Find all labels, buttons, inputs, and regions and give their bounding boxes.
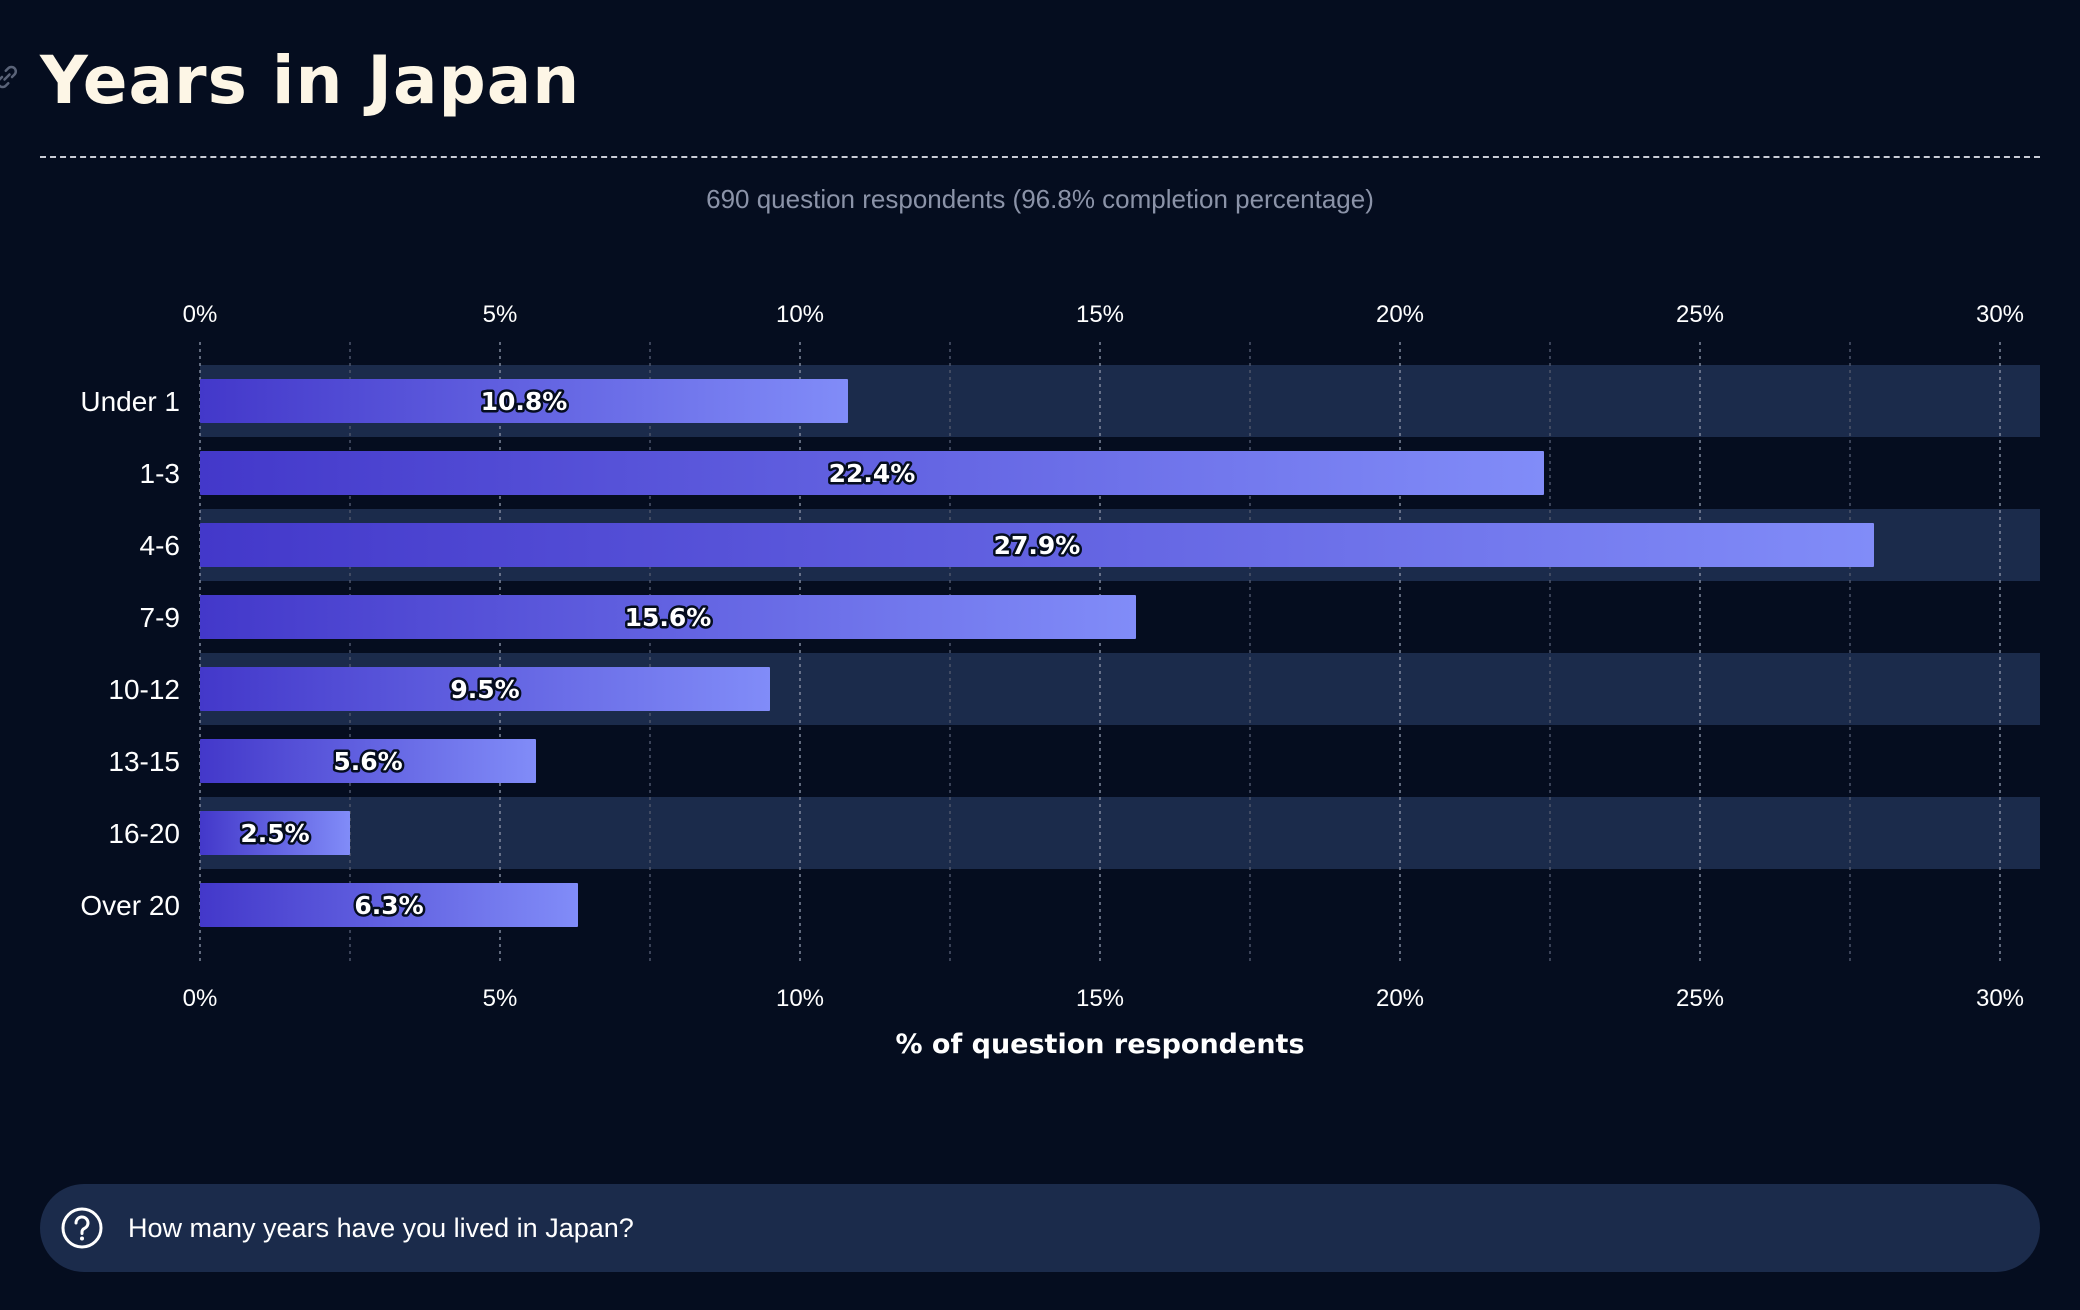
category-label: 10-12 <box>108 674 180 705</box>
value-label: 6.3% <box>354 891 423 920</box>
category-label: Over 20 <box>80 890 180 921</box>
page-title: Years in Japan <box>40 42 581 119</box>
value-label: 2.5% <box>240 819 309 848</box>
link-icon[interactable] <box>0 62 22 92</box>
x-tick-label-bottom: 20% <box>1376 985 1424 1012</box>
title-divider <box>40 156 2040 158</box>
x-tick-label-top: 25% <box>1676 301 1724 328</box>
x-tick-label-bottom: 30% <box>1976 985 2024 1012</box>
x-tick-label-bottom: 10% <box>776 985 824 1012</box>
value-label: 27.9% <box>994 531 1081 560</box>
x-tick-label-top: 5% <box>483 301 518 328</box>
category-label: 7-9 <box>140 602 180 633</box>
category-label: 16-20 <box>108 818 180 849</box>
x-tick-label-bottom: 25% <box>1676 985 1724 1012</box>
value-label: 9.5% <box>450 675 519 704</box>
value-label: 5.6% <box>333 747 402 776</box>
question-circle-icon <box>61 1207 103 1249</box>
bar-chart: 0% 0% 5% 5% 10% 10% 15% 15% 20% 20% 25% 25% 30% 30% Un… <box>80 301 2040 1060</box>
question-text: How many years have you lived in Japan? <box>128 1213 634 1243</box>
chart-subtitle: 690 question respondents (96.8% completi… <box>706 184 1374 214</box>
x-tick-label-top: 30% <box>1976 301 2024 328</box>
category-label: 13-15 <box>108 746 180 777</box>
x-tick-label-top: 20% <box>1376 301 1424 328</box>
x-tick-label-top: 15% <box>1076 301 1124 328</box>
x-tick-label-top: 0% <box>183 301 218 328</box>
value-label: 22.4% <box>829 459 916 488</box>
category-label: Under 1 <box>80 386 180 417</box>
x-tick-label-bottom: 0% <box>183 985 218 1012</box>
category-label: 1-3 <box>140 458 180 489</box>
value-label: 15.6% <box>625 603 712 632</box>
x-tick-label-bottom: 5% <box>483 985 518 1012</box>
x-tick-label-top: 10% <box>776 301 824 328</box>
x-axis-title: % of question respondents <box>895 1029 1304 1060</box>
category-label: 4-6 <box>140 530 180 561</box>
row-band <box>200 797 2040 869</box>
bar <box>200 595 1136 639</box>
bar <box>200 451 1544 495</box>
bar <box>200 667 770 711</box>
question-bar: How many years have you lived in Japan? <box>40 1184 2040 1272</box>
x-tick-label-bottom: 15% <box>1076 985 1124 1012</box>
value-label: 10.8% <box>481 387 568 416</box>
bar <box>200 811 350 855</box>
bar <box>200 883 578 927</box>
bar <box>200 523 1874 567</box>
bar <box>200 739 536 783</box>
bar <box>200 379 848 423</box>
